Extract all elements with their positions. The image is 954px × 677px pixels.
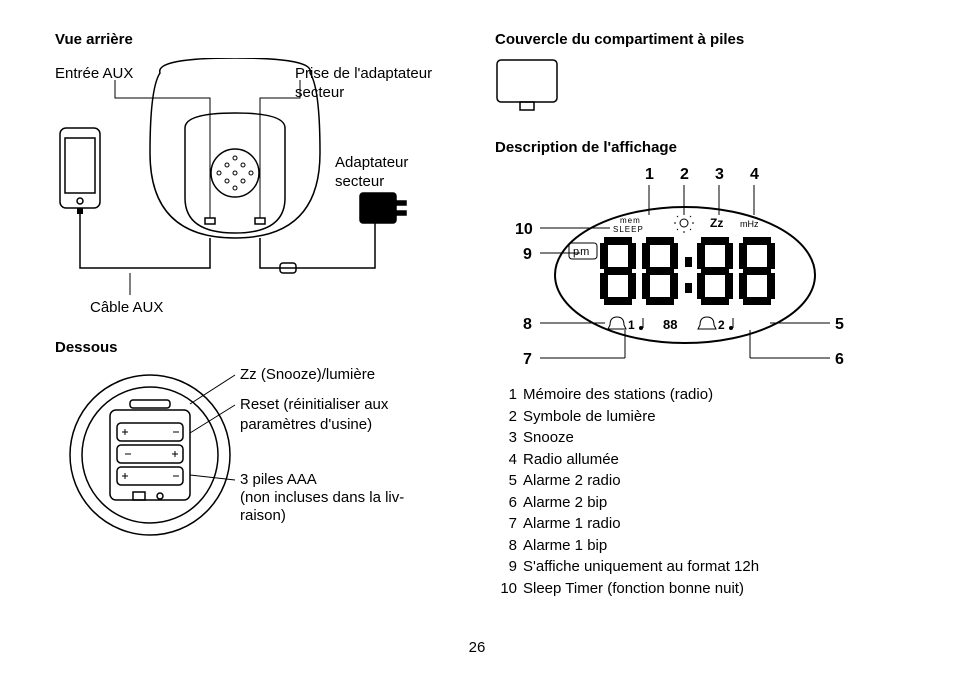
svg-text:SLEEP: SLEEP	[613, 225, 644, 234]
legend-num: 8	[495, 536, 523, 558]
legend-num: 6	[495, 493, 523, 515]
display-desc-heading: Description de l'affichage	[495, 138, 905, 158]
svg-text:88: 88	[663, 317, 677, 332]
svg-text:1: 1	[628, 318, 635, 332]
legend-num: 9	[495, 557, 523, 579]
legend-num: 4	[495, 450, 523, 472]
legend-row: 7Alarme 1 radio	[495, 514, 763, 536]
legend-row: 5Alarme 2 radio	[495, 471, 763, 493]
legend-row: 8Alarme 1 bip	[495, 536, 763, 558]
aux-cable-label: Câble AUX	[90, 298, 163, 318]
bottom-view-figure: Zz (Snooze)/lumière Reset (réinitialiser…	[55, 365, 455, 565]
page-number: 26	[0, 638, 954, 658]
legend-row: 10Sleep Timer (fonction bonne nuit)	[495, 579, 763, 601]
display-svg: mem SLEEP Zz mHz pm	[495, 165, 875, 375]
legend-text: Sleep Timer (fonction bonne nuit)	[523, 579, 763, 601]
rear-view-section: Vue arrière Entrée AUX Prise de l'adapta…	[55, 30, 455, 318]
rear-view-figure: Entrée AUX Prise de l'adaptateur secteur…	[55, 58, 455, 318]
svg-text:pm: pm	[573, 246, 590, 258]
display-legend: 1Mémoire des stations (radio) 2Symbole d…	[495, 385, 763, 600]
legend-text: Alarme 2 radio	[523, 471, 763, 493]
batteries-label-1: 3 piles AAA	[240, 470, 317, 490]
legend-text: Alarme 1 radio	[523, 514, 763, 536]
batteries-label-2: (non incluses dans la liv-	[240, 488, 404, 508]
legend-row: 4Radio allumée	[495, 450, 763, 472]
legend-row: 9S'affiche uniquement au format 12h	[495, 557, 763, 579]
legend-text: Snooze	[523, 428, 763, 450]
bottom-view-heading: Dessous	[55, 338, 455, 358]
legend-text: Symbole de lumière	[523, 407, 763, 429]
snooze-label: Zz (Snooze)/lumière	[240, 365, 375, 385]
legend-num: 5	[495, 471, 523, 493]
svg-text:Zz: Zz	[710, 216, 723, 230]
svg-text:mHz: mHz	[740, 219, 759, 229]
left-column: Vue arrière Entrée AUX Prise de l'adapta…	[55, 30, 455, 585]
svg-text:mem: mem	[620, 216, 641, 225]
svg-text:2: 2	[718, 318, 725, 332]
reset-label: Reset (réinitialiser aux paramètres d'us…	[240, 395, 440, 434]
display-figure: 1 2 3 4 10 9 8 7 5 6	[495, 165, 875, 375]
legend-text: Alarme 2 bip	[523, 493, 763, 515]
adapter-jack-label: Prise de l'adaptateur secteur	[295, 64, 465, 103]
batteries-label-3: raison)	[240, 506, 286, 526]
manual-page: Vue arrière Entrée AUX Prise de l'adapta…	[0, 0, 954, 677]
battery-cover-heading: Couvercle du compartiment à piles	[495, 30, 905, 50]
adapter-label: Adaptateur secteur	[335, 153, 445, 192]
legend-row: 1Mémoire des stations (radio)	[495, 385, 763, 407]
legend-num: 7	[495, 514, 523, 536]
legend-row: 3Snooze	[495, 428, 763, 450]
legend-text: S'affiche uniquement au format 12h	[523, 557, 763, 579]
bottom-view-section: Dessous	[55, 338, 455, 566]
battery-cover-svg	[495, 58, 575, 118]
legend-text: Radio allumée	[523, 450, 763, 472]
legend-num: 10	[495, 579, 523, 601]
legend-text: Mémoire des stations (radio)	[523, 385, 763, 407]
aux-in-label: Entrée AUX	[55, 64, 133, 84]
battery-cover-section: Couvercle du compartiment à piles	[495, 30, 905, 118]
rear-view-heading: Vue arrière	[55, 30, 455, 50]
legend-text: Alarme 1 bip	[523, 536, 763, 558]
display-desc-section: Description de l'affichage 1 2 3 4 10 9 …	[495, 138, 905, 601]
legend-num: 2	[495, 407, 523, 429]
legend-num: 3	[495, 428, 523, 450]
legend-num: 1	[495, 385, 523, 407]
right-column: Couvercle du compartiment à piles Descri…	[495, 30, 905, 620]
legend-row: 2Symbole de lumière	[495, 407, 763, 429]
legend-row: 6Alarme 2 bip	[495, 493, 763, 515]
